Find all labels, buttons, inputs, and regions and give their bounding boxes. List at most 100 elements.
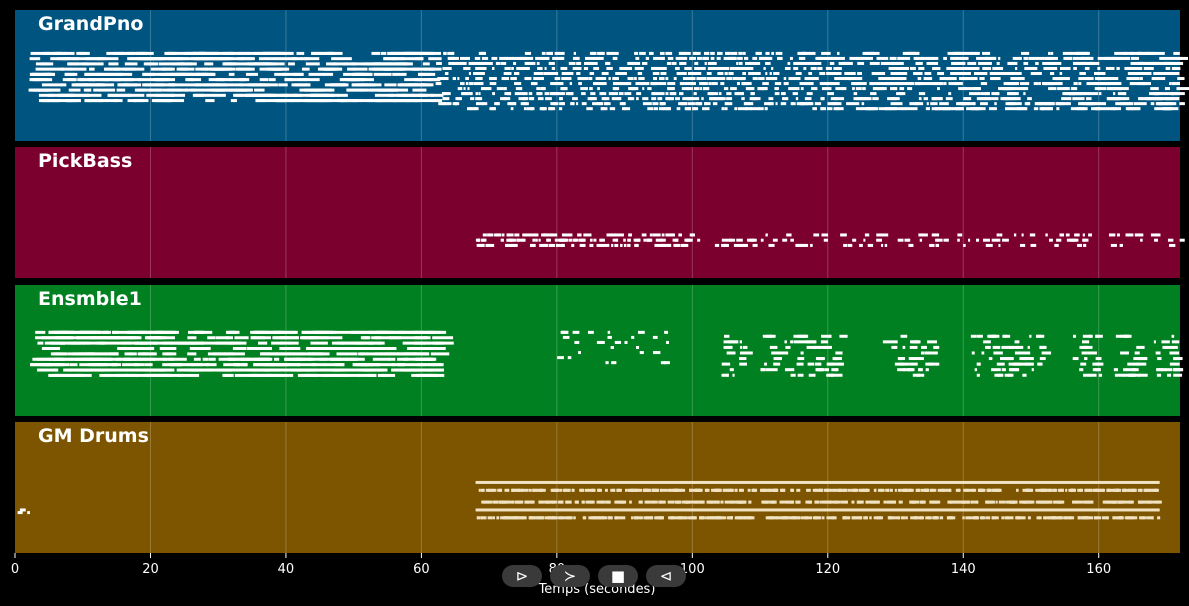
note bbox=[958, 77, 969, 81]
note bbox=[859, 243, 863, 247]
note bbox=[925, 107, 930, 111]
note bbox=[253, 363, 269, 367]
note bbox=[535, 238, 538, 242]
note bbox=[726, 516, 730, 520]
note bbox=[359, 341, 374, 345]
note bbox=[379, 352, 392, 356]
note bbox=[68, 62, 89, 66]
note bbox=[810, 77, 816, 81]
note bbox=[219, 368, 230, 372]
note bbox=[569, 82, 573, 86]
note bbox=[870, 92, 877, 96]
note bbox=[187, 352, 197, 356]
note bbox=[35, 62, 50, 66]
note bbox=[1053, 516, 1057, 520]
note bbox=[373, 99, 396, 103]
note bbox=[64, 72, 78, 76]
note bbox=[1109, 82, 1122, 86]
note bbox=[487, 87, 492, 91]
note bbox=[993, 351, 1003, 355]
note bbox=[1038, 516, 1042, 520]
note bbox=[560, 87, 566, 91]
note bbox=[738, 66, 745, 70]
note bbox=[125, 67, 145, 71]
note bbox=[140, 57, 150, 61]
note bbox=[482, 102, 488, 106]
note bbox=[717, 51, 723, 55]
note bbox=[659, 82, 667, 86]
note bbox=[1029, 334, 1032, 338]
note bbox=[765, 516, 768, 520]
note bbox=[585, 233, 590, 237]
note bbox=[1119, 243, 1123, 247]
note bbox=[428, 373, 438, 377]
note bbox=[930, 500, 935, 504]
note bbox=[460, 56, 466, 60]
note bbox=[176, 57, 183, 61]
play-icon[interactable]: ⊳ bbox=[502, 565, 542, 587]
note bbox=[1073, 82, 1078, 86]
note bbox=[749, 107, 757, 111]
note bbox=[977, 362, 981, 366]
note bbox=[213, 352, 227, 356]
note bbox=[614, 233, 619, 237]
note bbox=[1123, 51, 1134, 55]
note bbox=[791, 500, 795, 504]
note bbox=[257, 341, 268, 345]
note bbox=[655, 238, 658, 242]
note bbox=[606, 51, 610, 55]
note bbox=[1057, 500, 1062, 504]
note bbox=[1099, 102, 1107, 106]
note bbox=[704, 102, 707, 106]
track-label: Ensmble1 bbox=[38, 288, 142, 310]
note bbox=[1117, 92, 1127, 96]
note bbox=[151, 368, 166, 372]
note bbox=[274, 57, 297, 61]
note bbox=[627, 97, 635, 101]
note bbox=[272, 330, 281, 334]
note bbox=[361, 78, 374, 82]
note bbox=[843, 77, 851, 81]
note bbox=[202, 357, 209, 361]
note bbox=[422, 67, 431, 71]
note bbox=[1131, 373, 1141, 377]
note bbox=[611, 233, 616, 237]
note bbox=[970, 77, 978, 81]
note bbox=[723, 340, 731, 344]
note bbox=[1019, 56, 1022, 60]
note bbox=[702, 107, 705, 111]
rewind-icon[interactable]: ⊲ bbox=[646, 565, 686, 587]
note bbox=[652, 102, 659, 106]
note bbox=[699, 66, 704, 70]
note bbox=[415, 99, 437, 103]
note bbox=[1164, 368, 1173, 372]
note bbox=[834, 97, 843, 101]
note bbox=[695, 500, 701, 504]
note bbox=[92, 330, 111, 334]
note bbox=[702, 56, 709, 60]
note bbox=[743, 102, 751, 106]
stop-icon[interactable]: ■ bbox=[598, 565, 638, 587]
note bbox=[995, 92, 1000, 96]
note bbox=[1073, 87, 1078, 91]
note bbox=[493, 500, 497, 504]
note bbox=[695, 51, 698, 55]
note bbox=[70, 67, 87, 71]
note bbox=[480, 66, 487, 70]
note bbox=[529, 243, 535, 247]
note bbox=[603, 97, 606, 101]
note bbox=[1044, 102, 1052, 106]
note bbox=[761, 87, 768, 91]
note bbox=[919, 373, 925, 377]
note bbox=[588, 516, 593, 520]
note bbox=[674, 516, 679, 520]
note bbox=[714, 243, 720, 247]
forward-icon[interactable]: ≻ bbox=[550, 565, 590, 587]
note bbox=[530, 97, 535, 101]
note bbox=[506, 92, 512, 96]
note bbox=[918, 92, 926, 96]
note bbox=[218, 357, 236, 361]
note bbox=[692, 107, 699, 111]
note bbox=[702, 87, 710, 91]
note bbox=[870, 51, 880, 55]
